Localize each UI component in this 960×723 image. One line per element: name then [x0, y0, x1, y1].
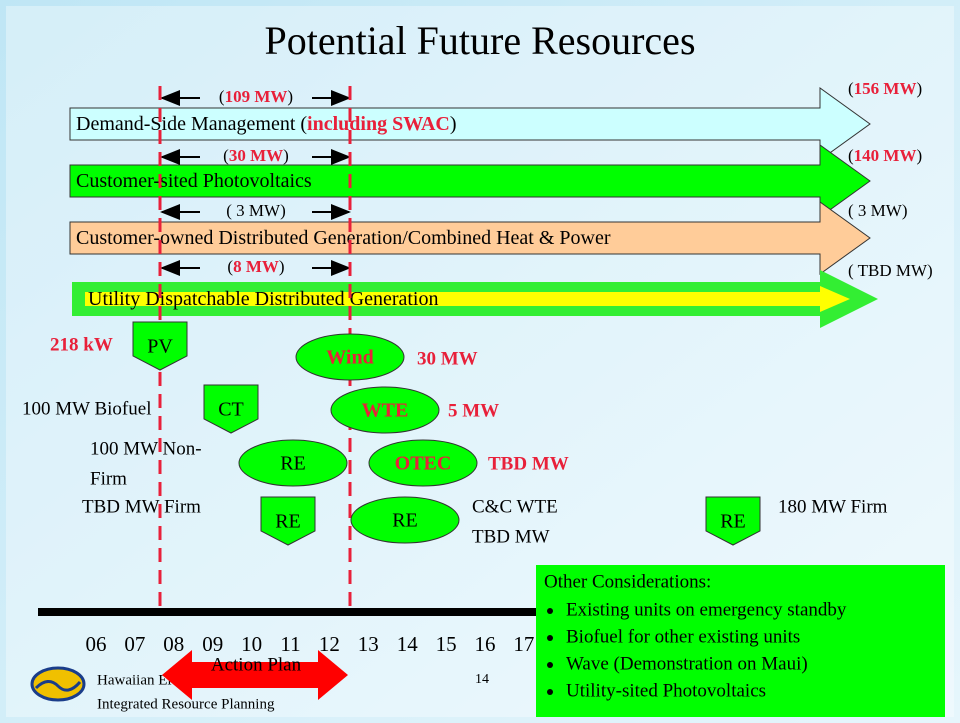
bullet	[547, 608, 553, 614]
year-label: 15	[436, 632, 457, 656]
year-label: 11	[280, 632, 300, 656]
resource-label: WTE	[362, 400, 409, 422]
year-label: 09	[202, 632, 223, 656]
resource-label: Wind	[326, 347, 373, 369]
resource-shape	[330, 386, 440, 434]
considerations-item: Utility-sited Photovoltaics	[566, 680, 766, 701]
year-label: 10	[241, 632, 262, 656]
resource-note: 180 MW Firm	[778, 496, 888, 517]
arrow-label-part: )	[450, 113, 457, 135]
resource-shape	[203, 384, 259, 434]
near-term-label-part: 30 MW	[229, 146, 283, 165]
resource-note: TBD MW	[488, 453, 569, 474]
resource-note: Firm	[90, 468, 127, 489]
total-label-part: )	[916, 79, 922, 98]
logo-wave	[34, 680, 82, 692]
resource-label: CT	[218, 399, 244, 421]
year-label: 07	[124, 632, 145, 656]
near-term-label-part: (	[219, 87, 225, 106]
resource-label: RE	[392, 510, 418, 532]
considerations-item: Biofuel for other existing units	[566, 626, 800, 647]
total-label-part: ( TBD MW)	[848, 261, 933, 280]
year-label: 14	[397, 632, 419, 656]
total-label: (140 MW)	[848, 146, 922, 165]
considerations-title: Other Considerations:	[544, 571, 711, 592]
total-label-part: (	[848, 146, 854, 165]
near-term-label-part: )	[287, 87, 293, 106]
year-label: 12	[319, 632, 340, 656]
arrow-label: Customer-sited Photovoltaics	[76, 170, 312, 192]
resource-shape	[238, 439, 348, 487]
total-label: (156 MW)	[848, 79, 922, 98]
resource-note: C&C WTE	[472, 496, 558, 517]
considerations-item: Wave (Demonstration on Maui)	[566, 653, 808, 674]
near-term-label-part: )	[283, 146, 289, 165]
page-number: 14	[475, 672, 489, 687]
total-label-part: ( 3 MW)	[848, 201, 907, 220]
resource-shape	[350, 496, 460, 544]
considerations-box	[536, 565, 945, 717]
bullet	[547, 689, 553, 695]
near-term-label: (30 MW)	[223, 146, 289, 165]
near-term-label: (8 MW)	[227, 257, 284, 276]
action-plan-arrow	[162, 650, 348, 700]
bullet	[547, 662, 553, 668]
inner-arrow	[85, 286, 850, 312]
total-label-part: 156 MW	[854, 79, 917, 98]
footer-department: Integrated Resource Planning	[97, 696, 275, 712]
total-label-part: 140 MW	[854, 146, 917, 165]
resource-note: TBD MW	[472, 526, 550, 547]
total-label-part: )	[916, 146, 922, 165]
resource-arrow	[69, 201, 871, 275]
considerations-item: Existing units on emergency standby	[566, 599, 847, 620]
action-plan-label: Action Plan	[211, 654, 302, 675]
resource-label: RE	[275, 511, 301, 533]
resource-label: RE	[720, 511, 746, 533]
near-term-label-part: 8 MW	[233, 257, 279, 276]
logo	[30, 666, 86, 702]
title: Potential Future Resources	[264, 18, 695, 63]
bullet	[547, 635, 553, 641]
arrow-label: Customer-owned Distributed Generation/Co…	[76, 227, 611, 249]
near-term-label-part: (	[223, 146, 229, 165]
resource-note: 5 MW	[448, 400, 499, 421]
near-term-label: (109 MW)	[219, 87, 293, 106]
arrow-label-part: Customer-sited Photovoltaics	[76, 170, 312, 192]
total-label: ( TBD MW)	[848, 261, 933, 280]
resource-shape	[295, 333, 405, 381]
year-label: 17	[513, 632, 534, 656]
arrow-label-part: Utility Dispatchable Distributed Generat…	[88, 288, 438, 310]
resource-shape	[132, 321, 188, 371]
resource-note: TBD MW Firm	[82, 496, 201, 517]
resource-note: 30 MW	[417, 348, 478, 369]
arrow-label: Utility Dispatchable Distributed Generat…	[88, 288, 438, 310]
total-label-part: (	[848, 79, 854, 98]
arrow-label-part: Demand-Side Management (	[76, 113, 307, 135]
resource-label: OTEC	[395, 453, 452, 475]
resource-shape	[705, 496, 761, 546]
near-term-label-part: (	[227, 257, 233, 276]
resource-arrow	[69, 144, 871, 218]
resource-arrow	[69, 87, 871, 161]
resource-shape	[368, 439, 478, 487]
year-label: 08	[163, 632, 184, 656]
near-term-label: ( 3 MW)	[226, 201, 285, 220]
year-label: 13	[358, 632, 379, 656]
year-label: 06	[86, 632, 107, 656]
resource-label: PV	[147, 336, 173, 358]
arrow-label: Demand-Side Management (including SWAC)	[76, 113, 457, 135]
resource-label: RE	[280, 453, 306, 475]
resource-note: 100 MW Biofuel	[22, 398, 151, 419]
near-term-label-part: ( 3 MW)	[226, 201, 285, 220]
near-term-label-part: )	[279, 257, 285, 276]
total-label: ( 3 MW)	[848, 201, 907, 220]
resource-note: 100 MW Non-	[90, 438, 202, 459]
year-label: 16	[475, 632, 496, 656]
arrow-label-part: including SWAC	[307, 113, 450, 135]
near-term-label-part: 109 MW	[225, 87, 288, 106]
resource-shape	[260, 496, 316, 546]
resource-note: 218 kW	[50, 334, 113, 355]
arrow-label-part: Customer-owned Distributed Generation/Co…	[76, 227, 611, 249]
